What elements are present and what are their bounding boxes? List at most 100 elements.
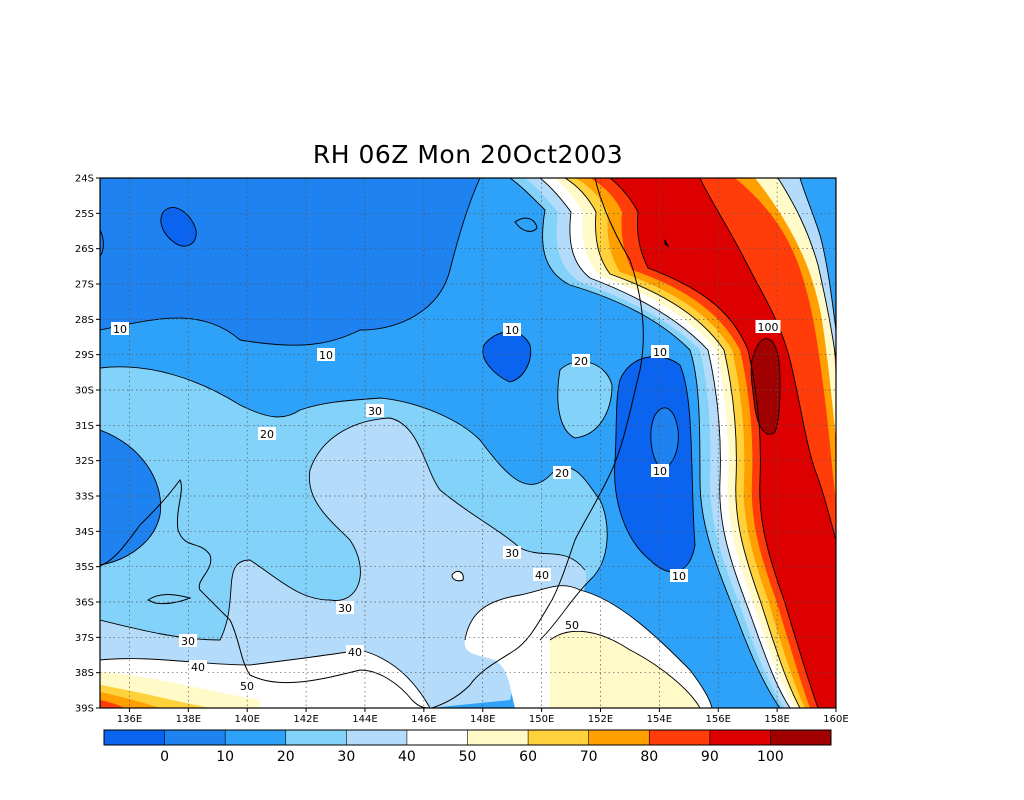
- contour-label-bg: [503, 323, 521, 336]
- colorbar-swatch: [225, 730, 287, 745]
- contour-lines: [100, 178, 836, 708]
- band-90-sw: [100, 700, 125, 708]
- lon-tick-label: 140E: [234, 714, 259, 725]
- contour-label: 30: [368, 405, 382, 418]
- contour-label-bg: [336, 601, 354, 614]
- band-east-100: [610, 178, 836, 708]
- lat-tick-label: 28S: [75, 315, 94, 326]
- band-80-90-sw: [100, 692, 160, 708]
- map-title: RH 06Z Mon 20Oct2003: [312, 140, 624, 169]
- lon-tick-label: 158E: [764, 714, 789, 725]
- lon-tick-label: 154E: [647, 714, 672, 725]
- band-60-70: [550, 631, 700, 708]
- contour-label-bg: [258, 427, 276, 440]
- blob-low-1: [160, 207, 197, 247]
- contour-label: 10: [653, 465, 667, 478]
- coastline: [100, 178, 670, 708]
- colorbar: 0 10 20 30 40 50 60 70 80 90 100: [103, 729, 832, 765]
- lat-tick-label: 36S: [75, 598, 94, 609]
- contour-label: 30: [338, 602, 352, 615]
- colorbar-label: 30: [337, 749, 355, 765]
- contour-label-bg: [317, 348, 335, 361]
- band-east-40-outer: [778, 178, 836, 360]
- contour-label: 40: [191, 661, 205, 674]
- colorbar-label: 20: [277, 749, 295, 765]
- colorbar-label: 70: [580, 749, 598, 765]
- colorbar-label: 100: [757, 749, 784, 765]
- colorbar-swatch: [467, 730, 529, 745]
- lon-axis: 136E 138E 140E 142E 144E 146E 148E 150E 152E 154E…: [117, 708, 849, 725]
- contour-label: 30: [181, 635, 195, 648]
- blob-20-center: [557, 361, 612, 438]
- lat-tick-label: 26S: [75, 244, 94, 255]
- contour-label-bg: [503, 546, 521, 559]
- contour-label-bg: [670, 569, 688, 582]
- colorbar-label: 50: [459, 749, 477, 765]
- contour-label: 10: [672, 570, 686, 583]
- band-east-20-outer: [800, 178, 836, 330]
- contour-label-bg: [651, 464, 669, 477]
- contour-label-bg: [179, 634, 197, 647]
- contour-labels: 10 10 10 10 10 10 20 20 20 30 30 30 30 40 40 40 50 50 100: [111, 320, 781, 693]
- contour-label: 30: [505, 547, 519, 560]
- blob-low-2: [482, 331, 531, 382]
- lon-tick-label: 138E: [176, 714, 201, 725]
- colorbar-label: 80: [640, 749, 658, 765]
- contour-label: 40: [535, 569, 549, 582]
- colorbar-swatch: [104, 730, 165, 745]
- band-east-100-max: [751, 338, 781, 435]
- contour-label-bg: [755, 320, 781, 333]
- contour-label-bg: [238, 679, 256, 692]
- contour-label: 20: [555, 467, 569, 480]
- colorbar-swatch: [164, 730, 226, 745]
- contour-label-bg: [346, 645, 364, 658]
- lon-tick-label: 136E: [117, 714, 142, 725]
- lon-tick-label: 152E: [588, 714, 613, 725]
- lon-tick-label: 160E: [823, 714, 848, 725]
- colorbar-swatch: [588, 730, 650, 745]
- lat-tick-label: 24S: [75, 174, 94, 185]
- lat-tick-label: 37S: [75, 633, 94, 644]
- contour-label: 20: [260, 428, 274, 441]
- lon-tick-label: 146E: [411, 714, 436, 725]
- colorbar-label: 60: [519, 749, 537, 765]
- contour-label-bg: [366, 404, 384, 417]
- colorbar-label: 10: [216, 749, 234, 765]
- colorbar-swatch: [709, 730, 771, 745]
- contour-label: 50: [240, 680, 254, 693]
- lat-tick-label: 34S: [75, 527, 94, 538]
- contour-label: 10: [319, 349, 333, 362]
- contour-label: 40: [348, 646, 362, 659]
- colorbar-label: 90: [701, 749, 719, 765]
- lat-tick-label: 30S: [75, 386, 94, 397]
- contour-label: 20: [574, 355, 588, 368]
- colorbar-swatch: [406, 730, 468, 745]
- lat-tick-label: 35S: [75, 562, 94, 573]
- lat-tick-label: 31S: [75, 421, 94, 432]
- colorbar-swatch: [285, 730, 347, 745]
- lon-tick-label: 142E: [293, 714, 318, 725]
- plot-frame: [99, 177, 837, 709]
- lon-tick-label: 144E: [352, 714, 377, 725]
- lon-tick-label: 150E: [529, 714, 554, 725]
- colorbar-label: 40: [398, 749, 416, 765]
- lat-tick-label: 38S: [75, 668, 94, 679]
- lon-tick-label: 156E: [706, 714, 731, 725]
- contour-label: 50: [565, 619, 579, 632]
- contour-label: 10: [113, 323, 127, 336]
- contour-label-bg: [651, 345, 669, 358]
- lat-tick-label: 32S: [75, 456, 94, 467]
- contour-label: 10: [505, 324, 519, 337]
- lat-tick-label: 27S: [75, 280, 94, 291]
- lat-axis: 24S 25S 26S 27S 28S 29S 30S 31S 32S 33S 34S 35S 36S 3…: [75, 174, 100, 715]
- contour-label-bg: [189, 660, 207, 673]
- contour-label: 10: [653, 346, 667, 359]
- lon-tick-label: 148E: [470, 714, 495, 725]
- colorbar-swatch: [649, 730, 711, 745]
- lat-tick-label: 29S: [75, 350, 94, 361]
- colorbar-swatch: [346, 730, 408, 745]
- contour-label-bg: [572, 354, 590, 367]
- lat-tick-label: 33S: [75, 492, 94, 503]
- contour-label-bg: [553, 466, 571, 479]
